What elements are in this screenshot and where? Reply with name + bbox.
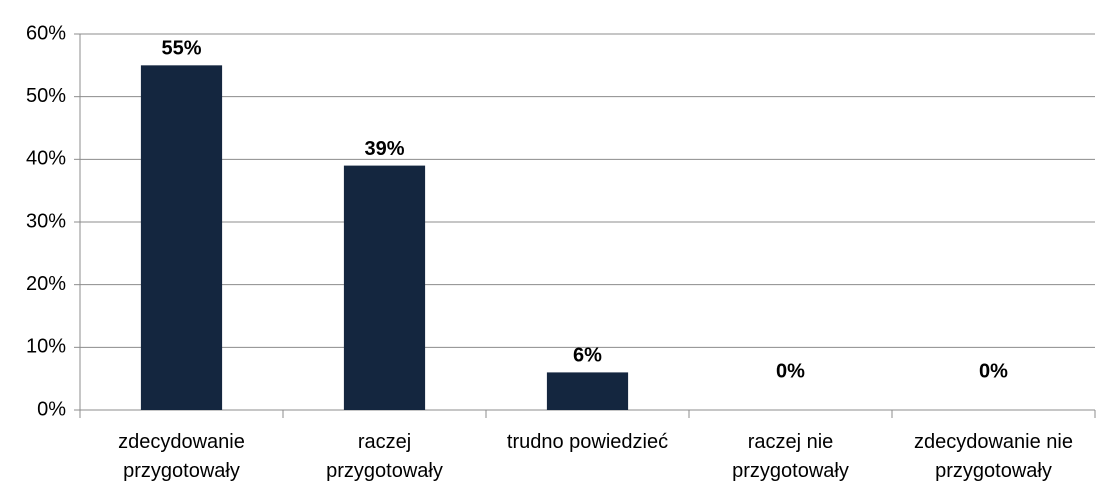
x-tick-label: zdecydowanie przygotowały (118, 431, 245, 482)
data-label: 55% (161, 38, 201, 60)
y-tick-label: 0% (37, 398, 66, 420)
data-label: 0% (979, 360, 1008, 382)
bar (140, 65, 223, 410)
y-tick-label: 10% (26, 336, 66, 358)
bar (546, 372, 629, 410)
y-tick-label: 60% (26, 22, 66, 44)
y-tick-label: 30% (26, 210, 66, 232)
data-label: 0% (776, 360, 805, 382)
x-tick-label: trudno powiedzieć (506, 431, 669, 453)
x-tick-label: raczej nie przygotowały (732, 431, 849, 482)
x-tick-label: zdecydowanie nie przygotowały (914, 431, 1073, 482)
x-tick-label: raczej przygotowały (326, 431, 443, 482)
bar (343, 165, 426, 410)
y-tick-label: 20% (26, 273, 66, 295)
y-tick-label: 50% (26, 85, 66, 107)
y-tick-label: 40% (26, 148, 66, 170)
data-label: 39% (364, 138, 404, 160)
data-label: 6% (573, 345, 602, 367)
